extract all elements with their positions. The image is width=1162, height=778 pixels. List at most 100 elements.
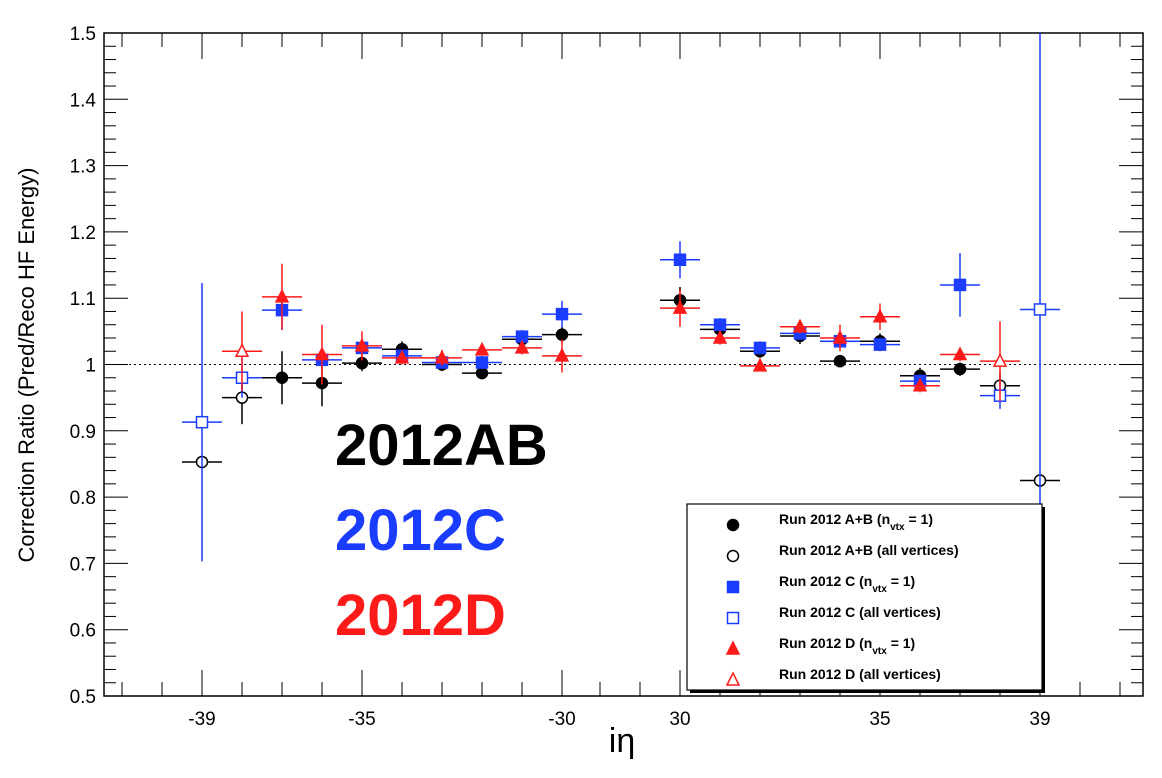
legend-marker	[726, 611, 740, 625]
era-label: 2012AB	[335, 413, 548, 478]
marker-circle	[555, 328, 569, 341]
data-point	[940, 362, 980, 376]
marker-square	[673, 253, 687, 266]
data-point	[542, 326, 582, 343]
data-point	[660, 241, 700, 279]
legend-entry: Run 2012 D (nvtx = 1)	[779, 635, 915, 657]
legend-entry: Run 2012 C (all vertices)	[779, 604, 941, 620]
x-tick-label: 30	[669, 709, 690, 730]
legend-entry: Run 2012 D (all vertices)	[779, 666, 941, 682]
legend-box	[686, 503, 1043, 691]
marker-triangle	[912, 377, 928, 392]
data-point	[502, 339, 542, 355]
marker-triangle	[394, 349, 410, 364]
marker-triangle	[792, 318, 808, 333]
data-point	[542, 300, 582, 328]
data-point	[1020, 33, 1060, 588]
data-point	[542, 339, 582, 373]
legend-entry: Run 2012 C (nvtx = 1)	[779, 573, 915, 595]
marker-square	[753, 341, 767, 355]
legend-marker	[726, 518, 740, 532]
x-tick-label: 39	[1029, 709, 1050, 730]
data-point	[740, 357, 780, 372]
x-tick-label: -35	[348, 709, 375, 730]
data-point	[660, 289, 700, 327]
data-point	[462, 355, 502, 370]
y-tick-label: 1.1	[70, 289, 96, 310]
marker-circle	[833, 354, 847, 368]
marker-square	[713, 318, 727, 331]
data-point	[262, 263, 302, 331]
y-tick-label: 0.8	[70, 488, 96, 509]
legend: Run 2012 A+B (nvtx = 1) Run 2012 A+B (all…	[686, 503, 1045, 693]
series-5	[222, 311, 1020, 401]
y-tick-label: 1.5	[70, 24, 96, 45]
y-tick-label: 1.3	[70, 157, 96, 178]
data-point	[820, 354, 860, 368]
data-point	[900, 377, 940, 393]
marker-triangle	[992, 353, 1008, 367]
legend-marker	[726, 580, 740, 594]
y-tick-label: 1.2	[70, 223, 96, 244]
data-point	[700, 329, 740, 345]
marker-triangle	[314, 346, 330, 361]
marker-square	[475, 356, 489, 369]
marker-circle	[953, 362, 967, 376]
legend-entry: Run 2012 A+B (nvtx = 1)	[779, 511, 933, 533]
data-point	[860, 337, 900, 352]
legend-entry: Run 2012 A+B (all vertices)	[779, 542, 959, 558]
marker-square	[1033, 303, 1047, 316]
marker-square	[195, 415, 209, 429]
marker-square	[953, 278, 967, 292]
marker-triangle	[872, 308, 888, 323]
y-tick-label: 0.5	[70, 687, 96, 708]
data-point	[342, 331, 382, 361]
data-point	[780, 318, 820, 334]
y-tick-label: 1	[85, 356, 96, 377]
marker-triangle	[712, 329, 728, 344]
data-point	[462, 341, 502, 356]
marker-triangle	[234, 343, 250, 357]
marker-triangle	[832, 329, 848, 344]
marker-circle	[475, 366, 489, 380]
era-labels: 2012AB 2012C 2012D	[335, 413, 548, 648]
marker-triangle	[514, 339, 530, 354]
data-series-group	[182, 33, 1060, 588]
data-point	[222, 311, 262, 392]
x-tick-label: 35	[869, 709, 890, 730]
marker-triangle	[474, 341, 490, 356]
marker-circle	[275, 371, 289, 385]
y-tick-label: 1.4	[70, 90, 97, 111]
x-tick-label: -30	[548, 709, 575, 730]
y-axis-label: Correction Ratio (Pred/Reco HF Energy)	[14, 168, 39, 563]
data-point	[940, 346, 980, 362]
y-tick-label: 0.7	[70, 554, 96, 575]
marker-triangle	[554, 347, 570, 362]
data-point	[302, 324, 342, 385]
data-point	[382, 349, 422, 365]
legend-marker	[726, 549, 740, 563]
legend-marker	[725, 671, 741, 686]
legend-marker	[725, 640, 741, 655]
data-point	[422, 349, 462, 366]
axis-ticks: 0.5 0.6 0.7 0.8 0.9 1 1.1 1.2 1.3 1.4 1.5 -39 -35 -30…	[70, 24, 1143, 730]
era-label: 2012C	[335, 498, 506, 563]
data-point	[262, 351, 302, 405]
marker-triangle	[434, 349, 450, 364]
x-axis-label: iη	[609, 722, 635, 760]
marker-triangle	[354, 337, 370, 352]
y-tick-label: 0.9	[70, 422, 96, 443]
marker-square	[555, 307, 569, 321]
marker-triangle	[672, 300, 688, 314]
x-tick-label: -39	[188, 709, 215, 730]
data-point	[940, 253, 980, 317]
data-point	[820, 324, 860, 352]
data-point	[740, 341, 780, 355]
data-point	[860, 303, 900, 331]
marker-triangle	[752, 357, 768, 372]
marker-triangle	[952, 346, 968, 361]
data-point	[182, 282, 222, 562]
marker-square	[873, 338, 887, 351]
data-point	[980, 321, 1020, 401]
era-label: 2012D	[335, 583, 506, 648]
